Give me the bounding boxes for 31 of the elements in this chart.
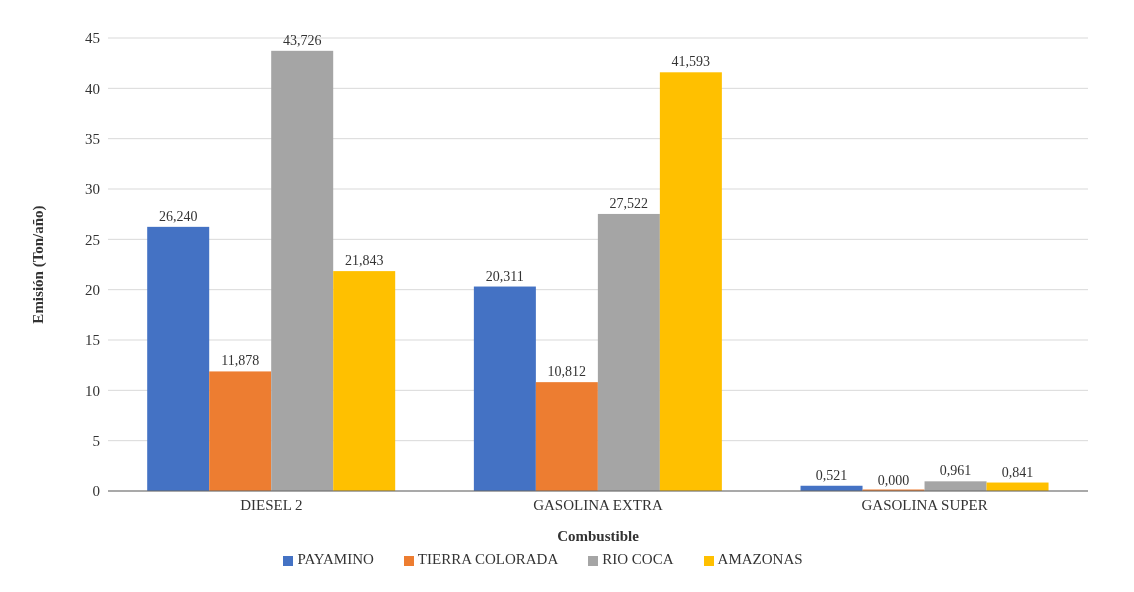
data-label: 26,240 — [158, 208, 198, 224]
data-label: 27,522 — [609, 195, 649, 211]
y-tick-label: 30 — [85, 181, 100, 198]
y-tick-label: 10 — [85, 382, 100, 399]
legend-label: AMAZONAS — [717, 551, 803, 567]
data-label: 0,961 — [939, 463, 972, 479]
data-label: 41,593 — [671, 54, 711, 70]
x-tick-label: DIESEL 2 — [240, 496, 303, 513]
legend-label: RIO COCA — [602, 551, 674, 567]
y-tick-label: 35 — [85, 130, 100, 147]
y-axis-title: Emisión (Ton/año) — [30, 205, 48, 324]
data-label: 11,878 — [221, 353, 260, 369]
x-axis-title: Combustible — [557, 528, 640, 544]
legend-label: TIERRA COLORADA — [417, 551, 559, 567]
data-label: 10,812 — [547, 364, 587, 380]
data-label: 21,843 — [344, 253, 384, 269]
data-label: 20,311 — [485, 268, 524, 284]
data-label: 0,841 — [1001, 464, 1034, 480]
y-tick-label: 45 — [85, 30, 100, 47]
y-tick-label: 0 — [92, 483, 100, 500]
data-label: 43,726 — [282, 32, 322, 48]
y-tick-label: 20 — [85, 281, 100, 298]
y-tick-label: 5 — [92, 432, 100, 449]
y-tick-label: 40 — [85, 80, 100, 97]
data-label: 0,521 — [815, 467, 848, 483]
y-tick-label: 25 — [85, 231, 100, 248]
legend-label: PAYAMINO — [297, 551, 374, 567]
data-label: 0,000 — [877, 473, 910, 488]
y-tick-label: 15 — [85, 332, 100, 349]
x-tick-label: GASOLINA SUPER — [861, 496, 988, 513]
x-tick-label: GASOLINA EXTRA — [533, 496, 663, 513]
